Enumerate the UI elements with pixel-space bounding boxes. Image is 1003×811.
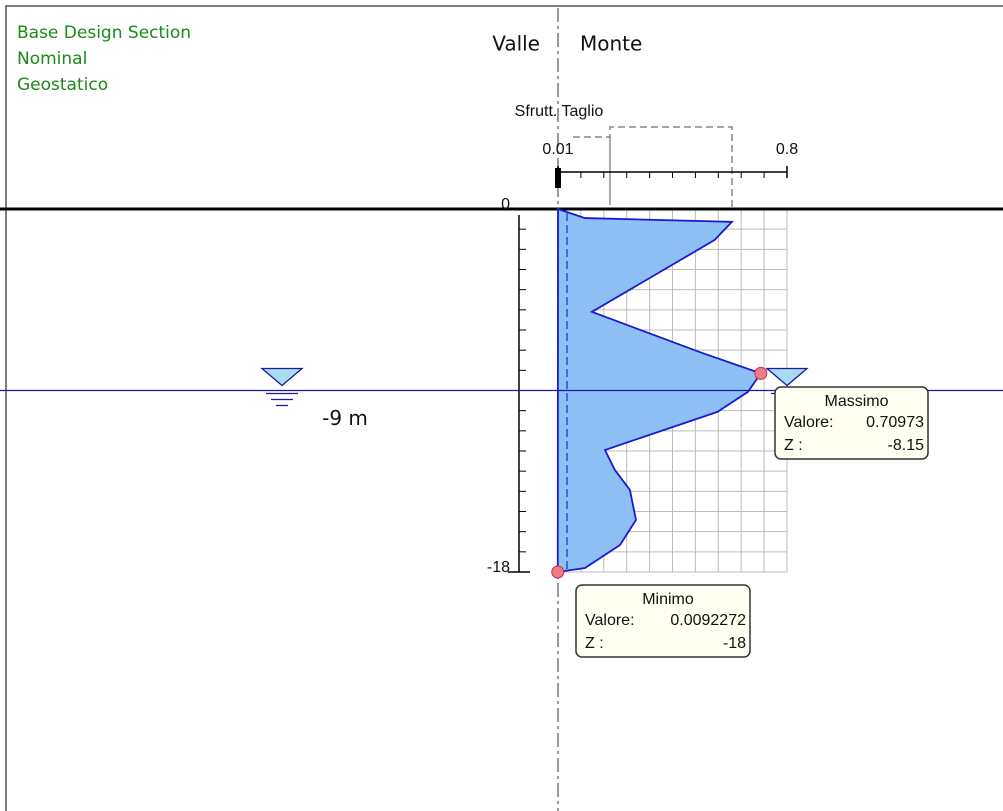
side-right: Monte (580, 32, 642, 56)
water-label: -9 m (322, 406, 368, 430)
tooltip-key: Valore: (784, 414, 834, 431)
tooltip-key: Valore: (585, 612, 635, 629)
extreme-marker (551, 565, 565, 579)
tooltip-value: -18 (723, 635, 746, 652)
tooltip-value: -8.15 (888, 437, 925, 454)
z-tick-label: 0 (501, 196, 510, 213)
x-tick-label: 0.8 (776, 141, 798, 158)
header-line: Geostatico (17, 75, 108, 95)
x-tick-label: 0.01 (542, 141, 573, 158)
tooltip (774, 386, 929, 460)
tooltip-title: Massimo (824, 393, 888, 410)
tooltip-title: Minimo (642, 591, 694, 608)
extreme-marker (754, 366, 768, 380)
tooltip (575, 584, 751, 658)
tooltip-key: Z : (784, 437, 803, 454)
tooltip-key: Z : (585, 635, 604, 652)
side-left: Valle (492, 32, 540, 56)
water-symbol (260, 367, 304, 387)
plot-title: Sfrutt. Taglio (515, 103, 604, 120)
tooltip-value: 0.0092272 (670, 612, 746, 629)
tooltip-value: 0.70973 (866, 414, 924, 431)
header-line: Nominal (17, 49, 87, 69)
reference-box (573, 126, 733, 209)
z-tick-label: -18 (487, 559, 510, 576)
water-symbol (765, 367, 809, 387)
header-line: Base Design Section (17, 23, 191, 43)
